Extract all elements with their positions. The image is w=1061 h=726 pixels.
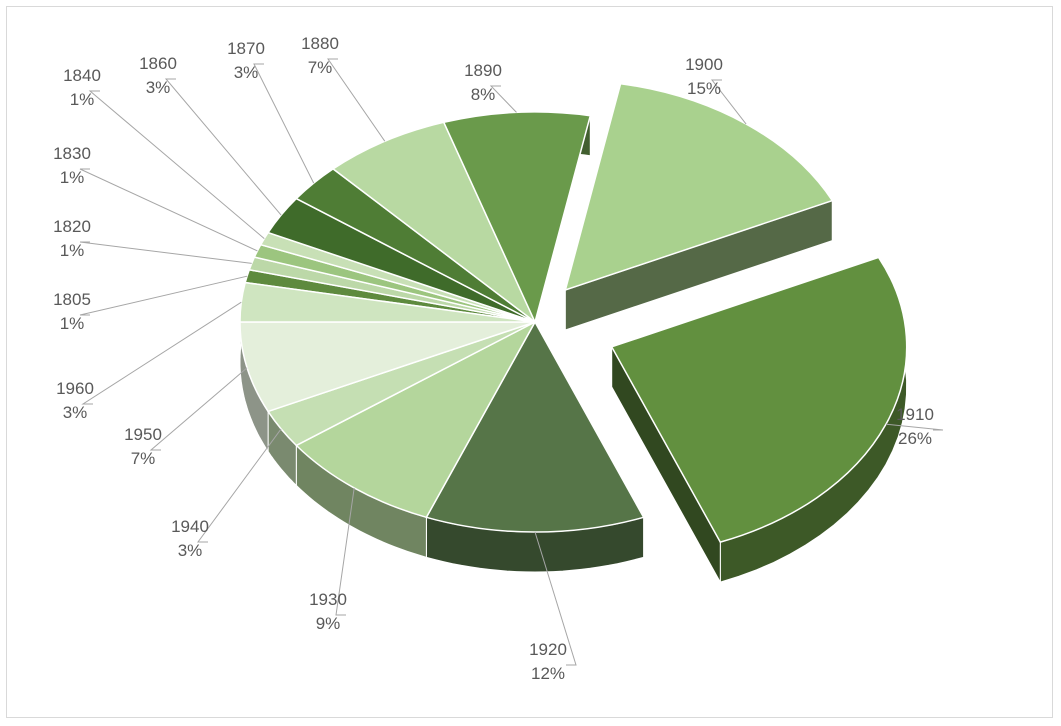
leader-line-1830 <box>79 168 258 252</box>
value-label-1900: 15% <box>687 79 721 98</box>
leader-line-1960 <box>81 301 242 405</box>
category-label-1840: 1840 <box>63 66 101 85</box>
category-label-1920: 1920 <box>529 640 567 659</box>
value-label-1940: 3% <box>178 541 203 560</box>
pie-slice-1890 <box>442 111 592 325</box>
leader-line-1920 <box>534 531 577 666</box>
category-label-1880: 1880 <box>301 34 339 53</box>
category-label-1900: 1900 <box>685 55 723 74</box>
category-label-1890: 1890 <box>464 61 502 80</box>
value-label-1910: 26% <box>898 429 932 448</box>
leader-line-1940 <box>197 428 282 543</box>
category-label-1830: 1830 <box>53 144 91 163</box>
category-label-1950: 1950 <box>124 425 162 444</box>
value-label-1880: 7% <box>308 58 333 77</box>
leader-line-1900 <box>710 79 747 125</box>
value-label-1920: 12% <box>531 664 565 683</box>
pie-slice-1900 <box>564 82 834 292</box>
leader-line-1880 <box>327 58 386 142</box>
category-label-1870: 1870 <box>227 39 265 58</box>
pie-slice-1880 <box>331 121 536 323</box>
leader-line-1820 <box>79 241 252 264</box>
value-label-1870: 3% <box>234 63 259 82</box>
category-label-1805: 1805 <box>53 290 91 309</box>
category-label-1930: 1930 <box>309 590 347 609</box>
category-label-1960: 1960 <box>56 379 94 398</box>
leader-line-1950 <box>149 367 248 451</box>
leader-line-1805 <box>79 275 248 316</box>
leader-line-1890 <box>489 85 517 113</box>
value-label-1820: 1% <box>60 241 85 260</box>
value-label-1960: 3% <box>63 403 88 422</box>
value-label-1860: 3% <box>146 78 171 97</box>
value-label-1950: 7% <box>131 449 156 468</box>
value-label-1890: 8% <box>471 85 496 104</box>
value-label-1830: 1% <box>60 168 85 187</box>
value-label-1930: 9% <box>316 614 341 633</box>
category-label-1910: 1910 <box>896 405 934 424</box>
leader-line-1840 <box>88 90 265 239</box>
leader-line-1870 <box>253 63 315 184</box>
value-label-1805: 1% <box>60 314 85 333</box>
leader-line-1930 <box>335 487 355 616</box>
category-label-1940: 1940 <box>171 517 209 536</box>
pie-slice-1950 <box>239 321 536 413</box>
leader-line-1910 <box>885 423 944 431</box>
category-label-1860: 1860 <box>139 54 177 73</box>
leader-line-1860 <box>164 78 282 216</box>
pie-slice-1910 <box>610 256 908 543</box>
category-label-1820: 1820 <box>53 217 91 236</box>
value-label-1840: 1% <box>70 90 95 109</box>
